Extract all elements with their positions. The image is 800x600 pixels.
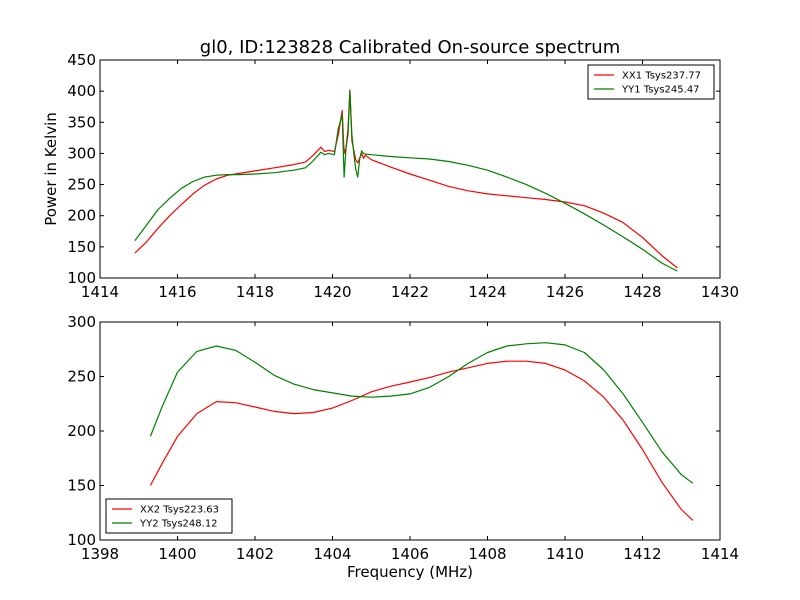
y-tick-label: 200 xyxy=(67,422,96,440)
y-tick-label: 250 xyxy=(67,176,96,194)
chart-panel-2: 1398 1400 1402 1404 1406 1408 1410 1412 1414 100 1… xyxy=(67,313,739,581)
y-tick-label: 200 xyxy=(67,207,96,225)
x-tick-label: 1418 xyxy=(236,283,274,301)
x-tick-label: 1406 xyxy=(391,545,429,563)
y-axis-label: Power in Kelvin xyxy=(42,112,60,226)
x-tick-label: 1422 xyxy=(391,283,429,301)
chart-title: gl0, ID:123828 Calibrated On-source spec… xyxy=(200,37,620,58)
panels: 1414 1416 1418 1420 1422 1424 1426 1428 14301001… xyxy=(42,37,739,581)
x-tick-label: 1428 xyxy=(623,283,661,301)
x-tick-label: 1416 xyxy=(158,283,196,301)
y-tick-label: 100 xyxy=(67,531,96,549)
x-axis-label: Frequency (MHz) xyxy=(347,563,473,581)
y-tick-label: 100 xyxy=(67,269,96,287)
y-tick-label: 400 xyxy=(67,82,96,100)
legend: XX1 Tsys237.77 YY1 Tsys245.47 xyxy=(587,64,715,100)
x-tick-label: 1426 xyxy=(546,283,584,301)
y-tick-label: 250 xyxy=(67,368,96,386)
y-tick-label: 350 xyxy=(67,113,96,131)
x-tick-label: 1410 xyxy=(546,545,584,563)
x-tick-label: 1404 xyxy=(313,545,351,563)
legend-box xyxy=(105,498,233,534)
legend-box xyxy=(587,64,715,100)
x-tick-label: 1414 xyxy=(701,545,739,563)
y-tick-label: 300 xyxy=(67,313,96,331)
y-tick-label: 150 xyxy=(67,238,96,256)
x-tick-label: 1420 xyxy=(313,283,351,301)
chart-panel-1: 1414 1416 1418 1420 1422 1424 1426 1428 1430 100 1… xyxy=(42,37,739,301)
series-line-yy2 xyxy=(149,342,694,484)
x-tick-label: 1430 xyxy=(701,283,739,301)
y-tick-label: 300 xyxy=(67,144,96,162)
x-tick-label: 1424 xyxy=(468,283,506,301)
x-tick-label: 1414 xyxy=(81,283,119,301)
x-tick-label: 1408 xyxy=(468,545,506,563)
y-tick-label: 150 xyxy=(67,477,96,495)
x-tick-label: 1412 xyxy=(623,545,661,563)
x-tick-label: 1398 xyxy=(81,545,119,563)
x-tick-label: 1402 xyxy=(236,545,274,563)
x-tick-label: 1400 xyxy=(158,545,196,563)
legend-entry: XX2 Tsys223.63 xyxy=(140,505,219,516)
legend: XX2 Tsys223.63 YY2 Tsys248.12 xyxy=(105,498,233,534)
y-tick-label: 450 xyxy=(67,51,96,69)
legend-entry: XX1 Tsys237.77 xyxy=(622,71,701,82)
series-line-xx2 xyxy=(149,360,694,521)
legend-entry: YY2 Tsys248.12 xyxy=(139,519,218,530)
legend-entry: YY1 Tsys245.47 xyxy=(621,85,700,96)
series-line-yy1 xyxy=(134,90,678,272)
